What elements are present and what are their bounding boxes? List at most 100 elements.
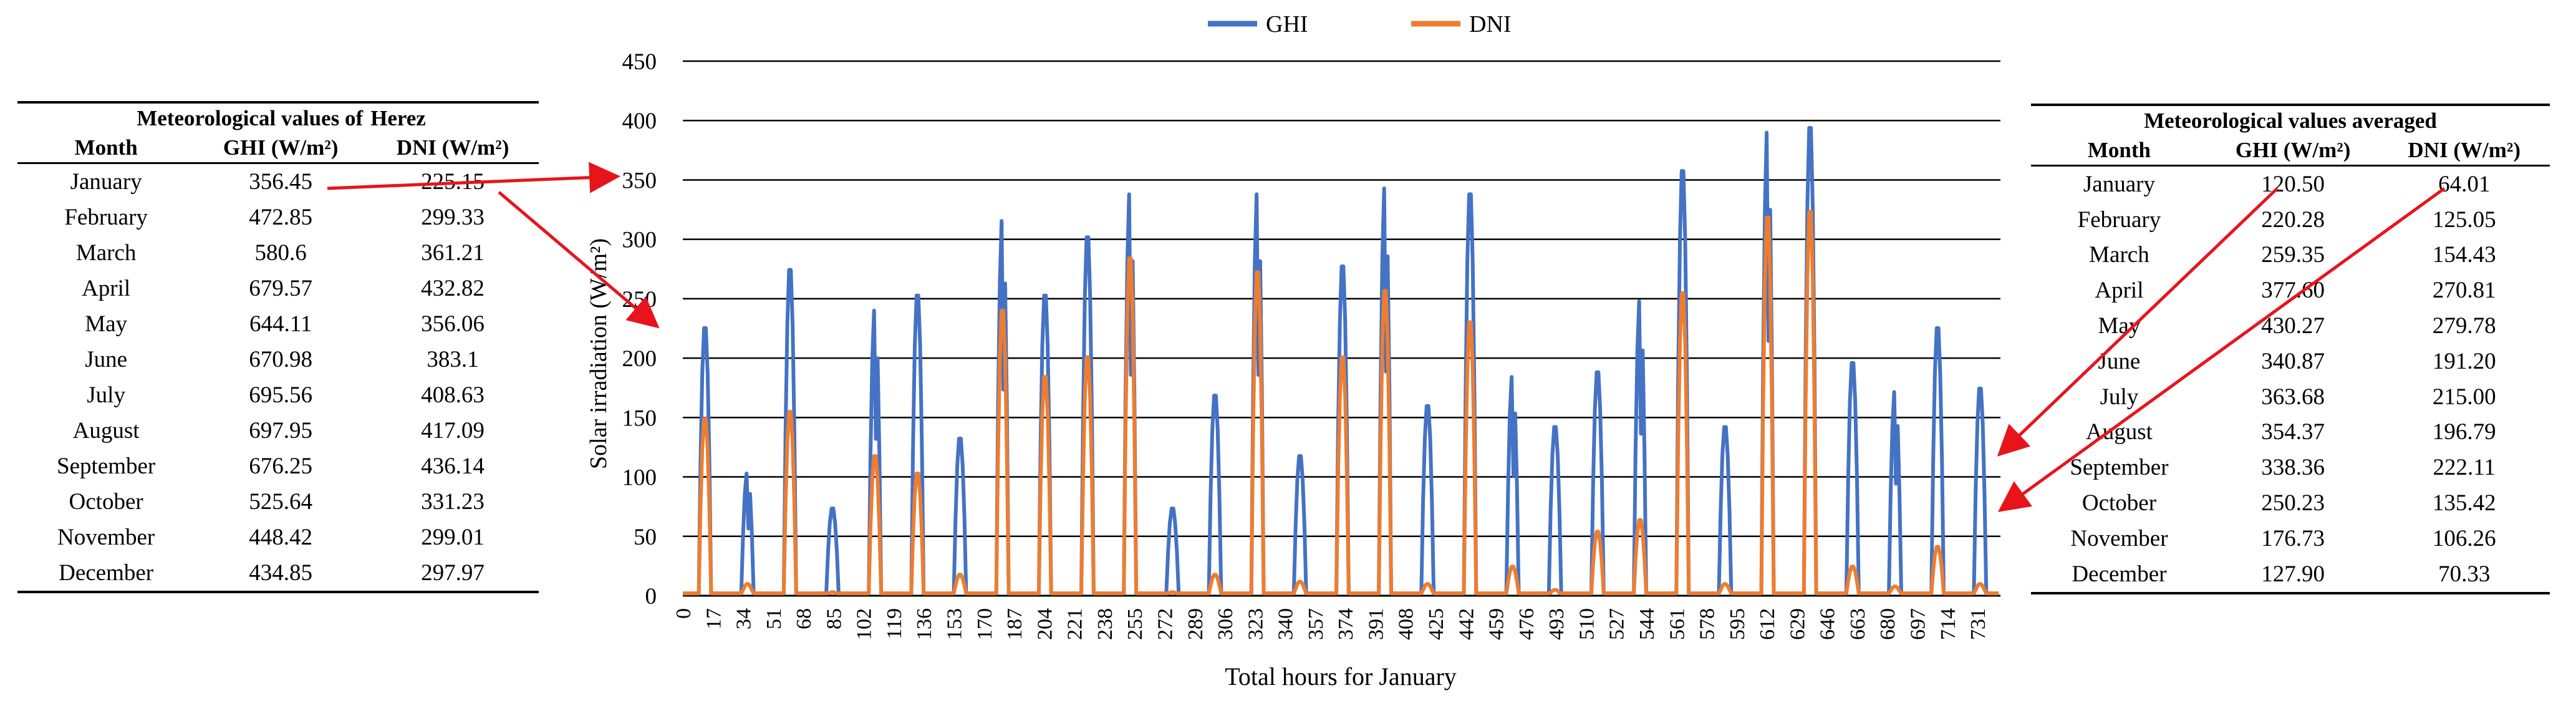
right-table-cell-ghi: 338.36 (2261, 455, 2325, 481)
right-table-row: December 127.90 70.33 (2031, 556, 2550, 593)
series-line-dni (682, 210, 1999, 596)
right-table-row: August 354.37 196.79 (2031, 415, 2550, 450)
right-col-ghi: GHI (W/m²) (2235, 137, 2351, 162)
right-table-cell-ghi: 363.68 (2261, 384, 2325, 410)
y-tick-label: 400 (622, 109, 657, 134)
right-table-cell-dni: 135.42 (2432, 490, 2496, 516)
x-tick-label: 731 (1967, 608, 1990, 640)
y-tick-label: 0 (645, 584, 657, 609)
right-table-cell-dni: 70.33 (2438, 561, 2491, 587)
x-tick-label: 34 (733, 608, 756, 629)
right-table-row: June 340.87 191.20 (2031, 344, 2550, 379)
x-tick-label: 221 (1064, 608, 1087, 640)
left-col-dni: DNI (W/m²) (396, 135, 509, 160)
x-axis-ticks: 0 17 34 51 68 85 102 119 136 153 170 187 204 221 238 25… (672, 608, 1990, 640)
x-tick-label: 561 (1666, 608, 1689, 640)
x-tick-label: 306 (1214, 608, 1237, 640)
right-table-row: May 430.27 279.78 (2031, 308, 2550, 344)
left-table-row: July 695.56 408.63 (17, 377, 539, 413)
left-table-cell-month: September (57, 453, 156, 479)
left-table-cell-ghi: 695.56 (249, 382, 313, 408)
left-table-cell-dni: 383.1 (427, 347, 479, 372)
left-table-cell-month: October (69, 489, 143, 515)
y-tick-label: 200 (622, 346, 657, 372)
left-table-row: February 472.85 299.33 (17, 200, 539, 235)
x-tick-label: 374 (1334, 608, 1358, 640)
left-table-cell-ghi: 356.45 (249, 169, 313, 195)
x-tick-label: 459 (1485, 608, 1508, 640)
left-table-cell-dni: 408.63 (421, 382, 485, 408)
left-table-row: April 679.57 432.82 (17, 271, 539, 306)
x-tick-label: 187 (1003, 608, 1026, 640)
left-table-cell-month: January (70, 169, 142, 195)
right-table-cell-dni: 106.26 (2432, 525, 2496, 551)
left-table-cell-month: March (75, 240, 137, 266)
left-table-cell-ghi: 434.85 (249, 560, 313, 586)
x-tick-label: 680 (1876, 608, 1899, 640)
left-meteorological-table: Meteorological values of Herez Month GHI… (17, 101, 539, 593)
left-table-row: March 580.6 361.21 (17, 235, 539, 271)
x-tick-label: 391 (1364, 608, 1387, 640)
left-table-row: November 448.42 299.01 (17, 520, 539, 555)
left-table-cell-ghi: 679.57 (249, 276, 313, 301)
x-tick-label: 136 (913, 608, 936, 640)
left-table-row: June 670.98 383.1 (17, 342, 539, 377)
x-tick-label: 578 (1696, 608, 1719, 640)
x-tick-label: 204 (1033, 608, 1056, 640)
left-table-cell-dni: 297.97 (421, 560, 485, 586)
right-table-cell-ghi: 259.35 (2261, 242, 2325, 268)
left-table-cell-month: July (87, 382, 125, 408)
right-table-cell-month: September (2070, 455, 2169, 481)
y-tick-label: 50 (634, 525, 657, 550)
right-table-cell-ghi: 340.87 (2261, 348, 2325, 374)
x-tick-label: 595 (1726, 608, 1749, 640)
left-table-cell-ghi: 676.25 (249, 453, 313, 479)
left-table-cell-month: November (57, 525, 155, 550)
x-tick-label: 0 (672, 608, 695, 619)
left-table-row: December 434.85 297.97 (17, 555, 539, 592)
left-table-cell-dni: 299.01 (421, 525, 485, 550)
right-table-cell-month: March (2089, 242, 2149, 268)
y-axis-label: Solar irradiation (W/m²) (586, 238, 612, 469)
right-table-row: July 363.68 215.00 (2031, 379, 2550, 415)
x-tick-label: 476 (1515, 608, 1538, 640)
x-tick-label: 51 (763, 608, 786, 629)
left-col-month: Month (74, 135, 138, 160)
right-table-cell-month: January (2083, 171, 2155, 197)
x-tick-label: 714 (1937, 608, 1960, 640)
x-tick-label: 629 (1786, 608, 1809, 640)
right-table-cell-dni: 191.20 (2432, 348, 2496, 374)
left-table-cell-ghi: 448.42 (249, 525, 313, 550)
left-table-title: Meteorological values of (137, 105, 364, 130)
left-table-cell-ghi: 580.6 (254, 240, 307, 266)
right-table-cell-month: February (2077, 206, 2161, 233)
x-tick-label: 17 (702, 608, 725, 629)
left-table-cell-ghi: 644.11 (249, 311, 312, 337)
x-tick-label: 527 (1606, 608, 1629, 640)
left-table-cell-ghi: 670.98 (249, 347, 313, 372)
right-table-cell-ghi: 430.27 (2261, 313, 2325, 339)
left-table-cell-ghi: 697.95 (249, 418, 313, 444)
right-table-row: September 338.36 222.11 (2031, 450, 2550, 485)
x-tick-label: 323 (1244, 608, 1267, 640)
right-table-cell-ghi: 127.90 (2261, 561, 2325, 587)
left-table-cell-month: May (85, 311, 128, 337)
right-table-cell-dni: 215.00 (2432, 384, 2496, 410)
left-table-cell-dni: 361.21 (421, 240, 485, 266)
x-axis-label: Total hours for January (1225, 662, 1457, 691)
right-table-row: October 250.23 135.42 (2031, 485, 2550, 521)
left-table-cell-ghi: 525.64 (249, 489, 313, 515)
right-table-cell-dni: 64.01 (2438, 171, 2491, 197)
y-tick-label: 100 (622, 465, 657, 491)
left-table-row: September 676.25 436.14 (17, 448, 539, 484)
right-table-row: March 259.35 154.43 (2031, 238, 2550, 273)
right-table-cell-month: December (2072, 561, 2167, 587)
right-table-title: Meteorological values averaged (2144, 108, 2437, 133)
left-table-cell-dni: 436.14 (421, 453, 485, 479)
left-table-cell-dni: 432.82 (421, 276, 485, 301)
left-table-cell-dni: 331.23 (421, 489, 485, 515)
right-table-cell-ghi: 354.37 (2261, 419, 2325, 445)
right-table-cell-month: July (2100, 384, 2139, 410)
x-tick-label: 289 (1184, 608, 1207, 640)
right-averaged-table: Meteorological values averaged Month GHI… (2031, 104, 2550, 594)
